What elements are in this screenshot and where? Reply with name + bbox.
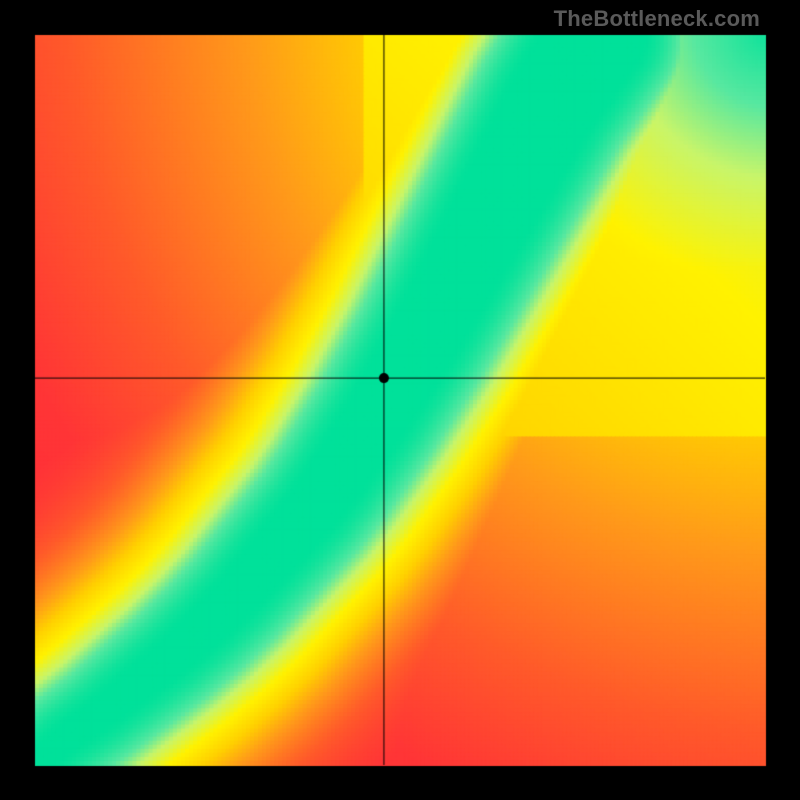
watermark-text: TheBottleneck.com bbox=[554, 6, 760, 32]
chart-container: TheBottleneck.com bbox=[0, 0, 800, 800]
heatmap-canvas bbox=[0, 0, 800, 800]
